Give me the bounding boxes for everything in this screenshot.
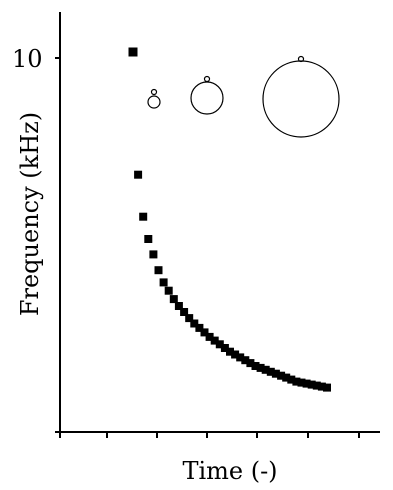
- bubble-3: [262, 55, 340, 138]
- data-point: [154, 266, 163, 275]
- data-point: [205, 332, 214, 341]
- y-tick-label-10: 10: [12, 45, 43, 73]
- data-point: [256, 363, 265, 372]
- data-point: [261, 365, 270, 374]
- data-point: [210, 336, 219, 345]
- x-axis-label: Time (-): [182, 457, 277, 485]
- data-point: [220, 344, 229, 352]
- data-point: [144, 235, 153, 243]
- data-point: [307, 380, 316, 389]
- data-markers: [128, 47, 331, 392]
- bubble-1: [147, 88, 161, 109]
- data-point: [277, 371, 286, 380]
- data-point: [149, 250, 158, 259]
- data-point: [317, 382, 326, 391]
- data-point: [312, 381, 321, 390]
- data-point: [174, 302, 183, 310]
- y-axis-label: Frequency (kHz): [16, 112, 44, 316]
- data-point: [287, 375, 296, 384]
- bubble-2: [190, 75, 224, 115]
- data-point: [128, 47, 138, 57]
- data-point: [169, 295, 178, 304]
- data-point: [266, 367, 275, 376]
- data-point: [185, 314, 194, 323]
- data-point: [200, 328, 209, 337]
- data-point: [231, 350, 240, 359]
- bubble-sketches: [147, 55, 340, 138]
- data-point: [159, 278, 168, 287]
- data-point: [236, 353, 245, 362]
- data-point: [302, 379, 311, 388]
- data-point: [323, 383, 331, 392]
- data-point: [226, 347, 234, 356]
- data-point: [297, 378, 306, 387]
- axes: [55, 12, 380, 438]
- data-point: [282, 373, 291, 382]
- data-point: [190, 319, 199, 328]
- data-point: [134, 170, 143, 179]
- data-point: [292, 377, 301, 386]
- data-point: [271, 369, 280, 378]
- data-point: [251, 362, 260, 370]
- data-point: [215, 340, 224, 349]
- data-point: [195, 323, 204, 332]
- data-point: [180, 308, 189, 316]
- data-point: [164, 286, 173, 295]
- data-point: [139, 212, 148, 221]
- data-point: [246, 359, 255, 368]
- data-point: [241, 356, 250, 365]
